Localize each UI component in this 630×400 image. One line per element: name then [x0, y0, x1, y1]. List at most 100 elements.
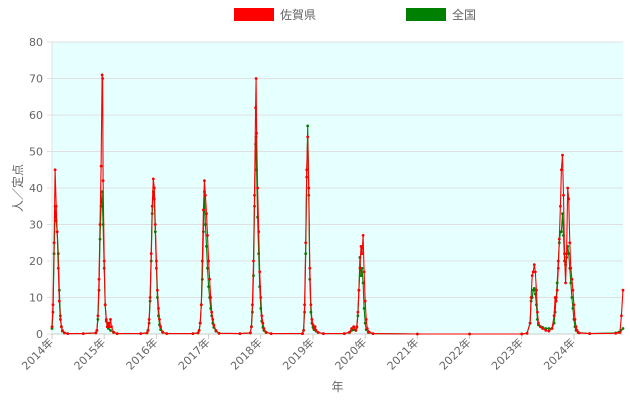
data-point — [569, 266, 573, 270]
data-point — [264, 330, 268, 334]
y-tick-label: 70 — [29, 73, 43, 86]
legend-label: 全国 — [452, 7, 476, 22]
data-point — [568, 241, 572, 245]
data-point — [53, 168, 57, 172]
data-point — [313, 325, 317, 329]
data-point — [562, 193, 565, 197]
data-point — [191, 332, 195, 335]
data-point — [529, 296, 533, 299]
data-point — [363, 299, 367, 303]
data-point — [359, 245, 363, 248]
data-point — [363, 321, 367, 325]
data-point — [531, 270, 535, 274]
data-point — [214, 329, 218, 332]
data-point — [212, 323, 216, 327]
data-point — [362, 307, 366, 310]
data-point — [207, 259, 211, 263]
data-point — [566, 186, 570, 190]
data-point — [303, 303, 306, 307]
data-point — [56, 266, 60, 270]
data-point — [357, 288, 361, 292]
data-point — [99, 164, 103, 168]
y-axis-title: 人／定点 — [10, 164, 25, 212]
data-point — [52, 241, 56, 245]
data-point — [202, 208, 205, 212]
data-point — [359, 274, 363, 277]
y-tick-label: 80 — [29, 36, 43, 49]
data-point — [98, 223, 102, 226]
data-point — [308, 266, 312, 270]
data-point — [309, 303, 313, 307]
data-point — [109, 318, 112, 321]
data-point — [100, 73, 104, 77]
data-point — [66, 332, 70, 335]
data-point — [304, 241, 308, 245]
data-point — [560, 168, 563, 172]
data-point — [371, 332, 375, 335]
y-tick-label: 20 — [29, 255, 43, 268]
x-axis-ticks: 2014年 2015年 2016年 2017年 2018年 2019年 2020年 2021年… — [19, 334, 578, 373]
data-point — [306, 124, 310, 128]
data-point — [149, 252, 153, 256]
data-point — [150, 204, 154, 208]
x-tick-label: 2018年 — [227, 335, 264, 372]
data-point — [210, 310, 214, 314]
data-point — [198, 321, 202, 325]
data-point — [60, 325, 63, 329]
y-tick-label: 50 — [29, 146, 43, 159]
data-point — [59, 318, 62, 321]
data-point — [365, 327, 369, 330]
data-point — [57, 299, 61, 303]
data-point — [573, 318, 577, 321]
data-point — [554, 299, 558, 303]
data-point — [55, 230, 59, 234]
x-tick-label: 2016年 — [123, 335, 160, 372]
y-tick-label: 60 — [29, 109, 43, 122]
data-point — [547, 327, 551, 330]
data-point — [217, 331, 221, 335]
y-tick-label: 40 — [29, 182, 43, 195]
data-point — [50, 325, 54, 329]
data-point — [159, 325, 163, 329]
x-tick-label: 2022年 — [436, 335, 473, 372]
data-point — [156, 288, 159, 292]
data-point — [104, 318, 108, 321]
x-tick-label: 2020年 — [332, 335, 369, 372]
data-point — [257, 230, 261, 234]
data-point — [559, 204, 562, 208]
data-point — [348, 330, 351, 334]
data-point — [256, 186, 259, 190]
data-point — [139, 332, 143, 335]
data-point — [148, 296, 152, 299]
data-point — [165, 332, 169, 335]
data-point — [361, 281, 365, 285]
data-point — [539, 325, 542, 329]
data-point — [209, 296, 213, 299]
data-point — [251, 303, 254, 307]
data-point — [155, 259, 158, 263]
x-tick-label: 2024年 — [541, 335, 578, 372]
data-point — [211, 318, 215, 321]
data-point — [101, 179, 105, 183]
data-point — [311, 323, 315, 327]
legend-swatch — [406, 8, 446, 21]
data-point — [536, 310, 539, 314]
data-point — [302, 329, 305, 332]
data-point — [569, 281, 573, 285]
data-point — [574, 325, 578, 329]
data-point — [151, 177, 155, 181]
data-point — [520, 332, 524, 336]
data-point — [355, 325, 359, 329]
data-point — [110, 325, 113, 329]
data-point — [350, 327, 353, 330]
x-tick-label: 2015年 — [71, 335, 108, 372]
data-point — [109, 329, 112, 332]
data-point — [108, 325, 111, 329]
data-point — [101, 77, 104, 80]
data-point — [250, 325, 253, 329]
data-point — [588, 332, 591, 335]
data-point — [107, 321, 110, 325]
data-point — [208, 277, 212, 281]
data-point — [197, 329, 201, 332]
